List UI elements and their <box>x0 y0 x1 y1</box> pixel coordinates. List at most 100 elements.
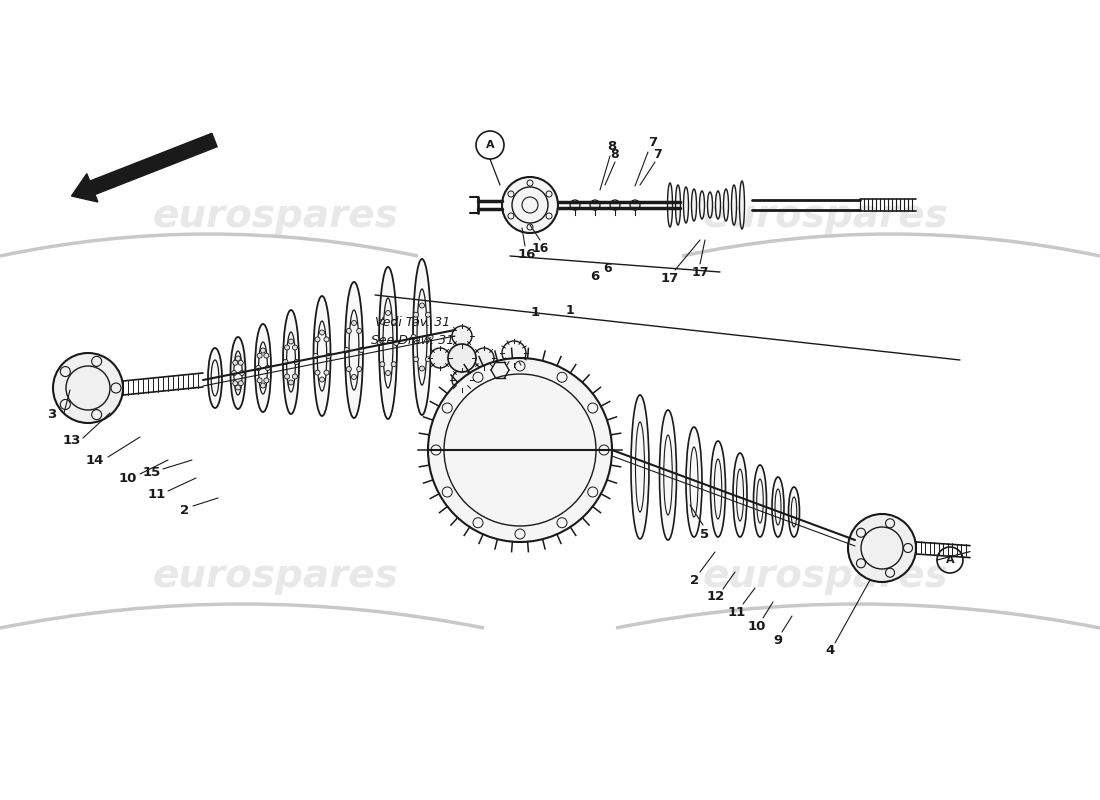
Circle shape <box>414 357 418 362</box>
Ellipse shape <box>715 191 720 219</box>
Circle shape <box>419 366 425 371</box>
Circle shape <box>452 326 472 346</box>
Ellipse shape <box>660 410 676 540</box>
Circle shape <box>430 348 450 368</box>
Circle shape <box>352 374 356 379</box>
Circle shape <box>590 200 600 210</box>
Circle shape <box>452 370 472 390</box>
Text: 15: 15 <box>143 466 161 478</box>
Ellipse shape <box>675 185 681 225</box>
Circle shape <box>233 381 238 386</box>
Circle shape <box>428 358 612 542</box>
Text: 10: 10 <box>119 471 138 485</box>
Text: eurospares: eurospares <box>702 557 948 595</box>
Text: 3: 3 <box>47 409 56 422</box>
Ellipse shape <box>683 187 689 223</box>
Circle shape <box>314 354 318 358</box>
Ellipse shape <box>668 183 672 227</box>
Text: 1: 1 <box>530 306 540 318</box>
Text: 9: 9 <box>773 634 782 647</box>
Circle shape <box>346 329 351 334</box>
Circle shape <box>411 334 416 339</box>
Circle shape <box>285 345 289 350</box>
Text: 4: 4 <box>825 645 835 658</box>
Circle shape <box>294 359 299 365</box>
Text: 11: 11 <box>728 606 746 618</box>
Circle shape <box>474 348 494 368</box>
Ellipse shape <box>707 192 713 218</box>
Text: 1: 1 <box>565 303 574 317</box>
Ellipse shape <box>283 310 299 414</box>
Circle shape <box>848 514 916 582</box>
Circle shape <box>256 366 261 370</box>
Circle shape <box>352 321 356 326</box>
Circle shape <box>285 374 289 379</box>
Circle shape <box>356 329 362 334</box>
Text: 8: 8 <box>607 141 617 154</box>
Text: 13: 13 <box>63 434 81 446</box>
Ellipse shape <box>700 191 704 219</box>
Text: eurospares: eurospares <box>152 557 398 595</box>
Text: 6: 6 <box>591 270 600 283</box>
Circle shape <box>502 341 526 365</box>
Circle shape <box>359 347 364 353</box>
Circle shape <box>264 378 268 383</box>
Circle shape <box>288 339 294 344</box>
Text: 14: 14 <box>86 454 104 466</box>
Circle shape <box>53 353 123 423</box>
Circle shape <box>346 366 351 371</box>
Ellipse shape <box>732 185 737 225</box>
Text: 2: 2 <box>691 574 700 586</box>
Text: 16: 16 <box>518 249 536 262</box>
Circle shape <box>344 347 349 353</box>
Circle shape <box>315 337 320 342</box>
Text: A: A <box>486 140 494 150</box>
Circle shape <box>239 360 243 366</box>
Text: eurospares: eurospares <box>152 197 398 235</box>
Ellipse shape <box>231 337 245 409</box>
Circle shape <box>264 353 268 358</box>
Circle shape <box>414 312 418 318</box>
Circle shape <box>265 366 271 370</box>
Circle shape <box>379 319 385 324</box>
FancyArrow shape <box>72 134 217 202</box>
Circle shape <box>239 381 243 386</box>
Text: 2: 2 <box>180 503 189 517</box>
Circle shape <box>283 359 288 365</box>
Text: Vedi Tav. 31
See Draw. 31: Vedi Tav. 31 See Draw. 31 <box>371 317 454 347</box>
Text: 11: 11 <box>147 489 166 502</box>
Ellipse shape <box>208 348 222 408</box>
Text: eurospares: eurospares <box>702 197 948 235</box>
Circle shape <box>288 380 294 385</box>
Circle shape <box>392 362 396 366</box>
Circle shape <box>233 360 238 366</box>
Circle shape <box>293 345 297 350</box>
Ellipse shape <box>724 189 728 221</box>
Ellipse shape <box>379 267 397 419</box>
Circle shape <box>392 319 396 324</box>
Circle shape <box>326 354 331 358</box>
Circle shape <box>394 341 398 346</box>
Text: 7: 7 <box>653 149 662 162</box>
Circle shape <box>426 357 430 362</box>
Circle shape <box>315 370 320 375</box>
Ellipse shape <box>754 465 767 537</box>
Circle shape <box>261 383 265 388</box>
Ellipse shape <box>255 324 271 412</box>
Text: 5: 5 <box>701 529 710 542</box>
Circle shape <box>257 353 262 358</box>
Text: 16: 16 <box>531 242 549 254</box>
Ellipse shape <box>314 296 330 416</box>
Circle shape <box>448 344 476 372</box>
Text: 8: 8 <box>610 149 619 162</box>
Ellipse shape <box>789 487 800 537</box>
Circle shape <box>319 377 324 382</box>
Circle shape <box>377 341 383 346</box>
Text: 17: 17 <box>661 271 679 285</box>
Ellipse shape <box>631 395 649 539</box>
Text: 17: 17 <box>691 266 708 278</box>
Circle shape <box>232 370 236 375</box>
Circle shape <box>240 370 244 375</box>
Circle shape <box>385 370 390 375</box>
Ellipse shape <box>739 181 745 229</box>
